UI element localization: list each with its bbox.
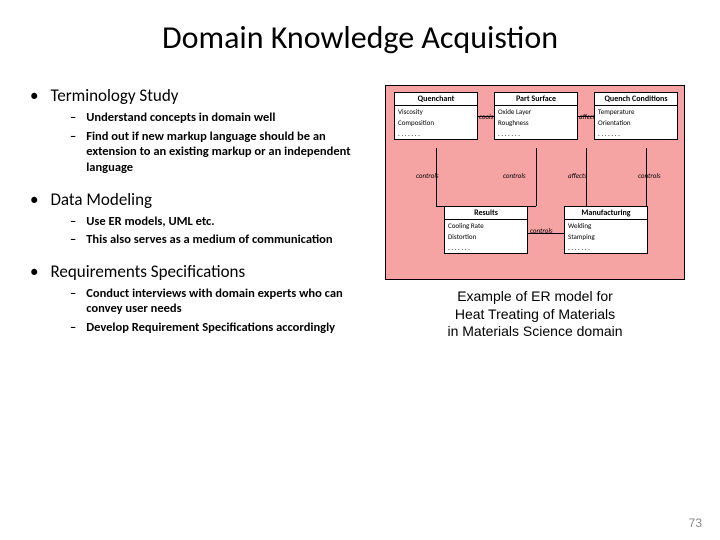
er-diagram: QuenchantViscosityComposition. . . . . .… [385, 85, 685, 280]
sub-bullet: –Understand concepts in domain well [70, 110, 370, 126]
er-entity: ManufacturingWeldingStamping. . . . . . … [564, 206, 648, 254]
dash-icon: – [70, 129, 76, 144]
dash-icon: – [70, 320, 76, 335]
er-connector [646, 148, 647, 206]
bullet-dot-icon: • [30, 261, 38, 282]
bullet-requirements: • Requirements Specifications [30, 261, 370, 282]
figure-area: QuenchantViscosityComposition. . . . . .… [370, 85, 690, 341]
bullet-label: Requirements Specifications [50, 261, 245, 282]
er-connector [436, 206, 466, 207]
bullet-data-modeling: • Data Modeling [30, 189, 370, 210]
er-connector [578, 116, 594, 117]
page-number: 73 [689, 516, 702, 530]
bullet-label: Data Modeling [50, 189, 152, 210]
dash-icon: – [70, 214, 76, 229]
er-connector [586, 206, 601, 207]
sub-bullet: –Use ER models, UML etc. [70, 214, 370, 230]
er-entity: QuenchantViscosityComposition. . . . . .… [394, 92, 478, 140]
dash-icon: – [70, 110, 76, 125]
er-connector [536, 148, 537, 206]
bullet-dot-icon: • [30, 85, 38, 106]
er-relationship-label: affects [568, 171, 587, 180]
er-connector [528, 233, 564, 234]
bullet-terminology: • Terminology Study [30, 85, 370, 106]
dash-icon: – [70, 286, 76, 301]
sub-bullet: –Develop Requirement Specifications acco… [70, 320, 370, 336]
er-entity: Part SurfaceOxide LayerRoughness. . . . … [494, 92, 578, 140]
er-connector [626, 206, 646, 207]
er-connector [506, 206, 536, 207]
er-entity: ResultsCooling RateDistortion. . . . . .… [444, 206, 528, 254]
bullet-dot-icon: • [30, 189, 38, 210]
er-connector [478, 116, 494, 117]
bullet-list: • Terminology Study –Understand concepts… [30, 85, 370, 341]
sub-bullet: –This also serves as a medium of communi… [70, 232, 370, 248]
slide-title: Domain Knowledge Acquistion [0, 0, 720, 65]
content-row: • Terminology Study –Understand concepts… [0, 65, 720, 341]
er-connector [586, 148, 587, 206]
er-relationship-label: controls [503, 171, 526, 180]
bullet-label: Terminology Study [50, 85, 178, 106]
sub-bullet: –Find out if new markup language should … [70, 129, 370, 176]
er-connector [436, 148, 437, 206]
er-relationship-label: controls [638, 171, 661, 180]
dash-icon: – [70, 232, 76, 247]
er-entity: Quench ConditionsTemperatureOrientation.… [594, 92, 678, 140]
figure-caption: Example of ER model for Heat Treating of… [380, 288, 690, 341]
sub-bullet: –Conduct interviews with domain experts … [70, 286, 370, 317]
